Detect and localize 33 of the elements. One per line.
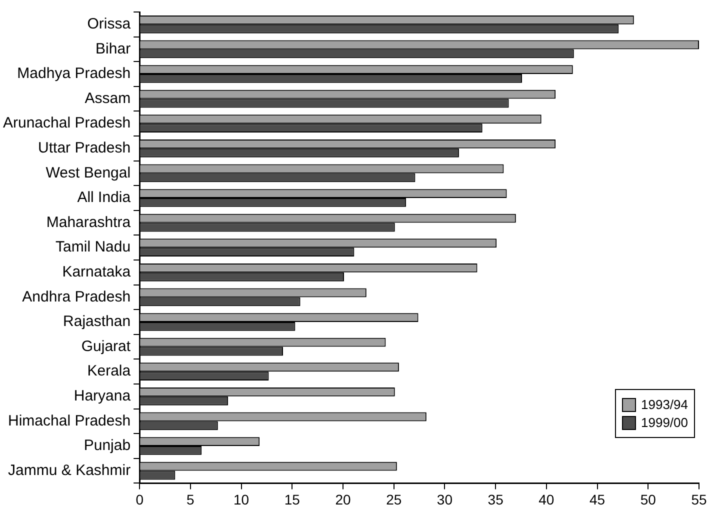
y-tick-label: Orissa bbox=[87, 16, 132, 33]
y-tick-label: Assam bbox=[84, 90, 131, 107]
y-tick-label: Haryana bbox=[74, 388, 132, 405]
y-tick-label: Himachal Pradesh bbox=[8, 412, 131, 430]
x-tick-label: 20 bbox=[335, 491, 352, 508]
y-tick-label: Uttar Pradesh bbox=[38, 140, 131, 157]
x-tick-label: 5 bbox=[186, 491, 195, 508]
y-tick-label: Bihar bbox=[96, 40, 131, 58]
y-tick-label: Madhya Pradesh bbox=[17, 65, 131, 82]
y-tick-label: All India bbox=[77, 189, 132, 206]
x-tick-label: 0 bbox=[136, 491, 144, 508]
y-tick-label: Tamil Nadu bbox=[56, 238, 131, 256]
y-tick-label: Rajasthan bbox=[63, 313, 131, 330]
legend-label: 1993/94 bbox=[641, 397, 688, 412]
y-tick-label: West Bengal bbox=[46, 164, 131, 182]
y-tick-label: Karnataka bbox=[62, 264, 132, 281]
x-tick-label: 10 bbox=[234, 491, 250, 508]
x-tick-label: 30 bbox=[436, 491, 453, 508]
y-tick-label: Kerala bbox=[87, 362, 132, 380]
y-tick-label: Jammu & Kashmir bbox=[8, 462, 131, 479]
y-tick-label: Arunachal Pradesh bbox=[2, 114, 131, 132]
x-tick-label: 50 bbox=[640, 491, 656, 508]
x-tick-label: 40 bbox=[538, 491, 554, 508]
y-tick-label: Maharashtra bbox=[46, 214, 132, 231]
y-tick-label: Andhra Pradesh bbox=[22, 288, 131, 306]
y-tick-label: Gujarat bbox=[81, 338, 132, 355]
x-tick-label: 45 bbox=[590, 491, 606, 508]
x-tick-label: 25 bbox=[386, 491, 402, 508]
x-tick-label: 55 bbox=[691, 491, 707, 508]
legend-label: 1999/00 bbox=[641, 415, 688, 430]
x-tick-label: 35 bbox=[488, 491, 504, 508]
x-tick-label: 15 bbox=[284, 491, 300, 508]
y-tick-label: Punjab bbox=[84, 437, 131, 454]
